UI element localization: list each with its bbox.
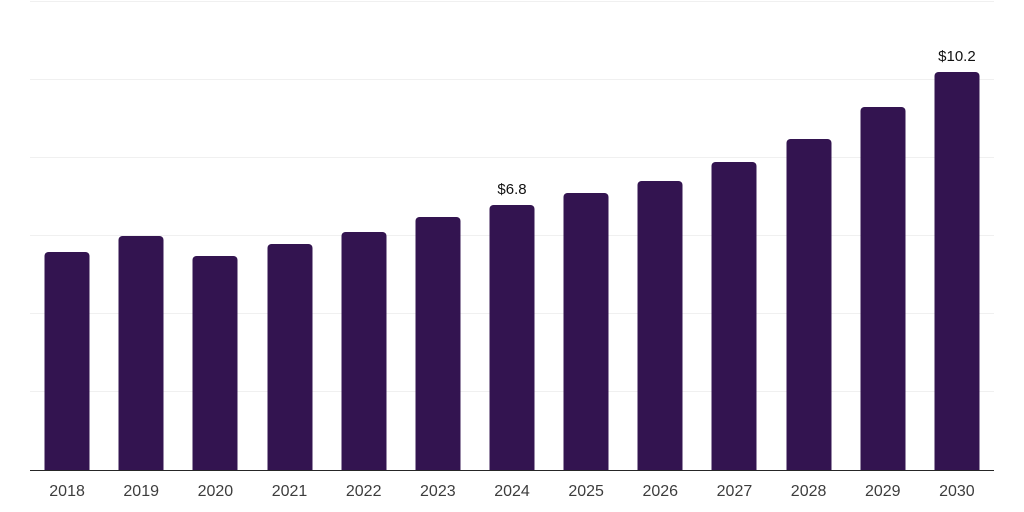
bar-2018 [44,251,90,470]
bar-2030 [934,72,980,470]
plot-area: $6.8 $10.2 [30,1,994,471]
x-axis-label-2026: 2026 [642,483,679,500]
bar-2024 [489,204,535,470]
bar-slot-2030: $10.2 [920,2,994,470]
bar-slot-2022 [327,2,401,470]
bar-slot-2028 [772,2,846,470]
bar-2019 [118,236,164,470]
bar-slot-2023 [401,2,475,470]
bar-slot-2025 [549,2,623,470]
x-axis-label-2027: 2027 [716,483,753,500]
gridline [30,1,994,2]
bar-value-label-2030: $10.2 [938,48,976,66]
x-axis-line [30,470,994,471]
bar-slot-2027 [697,2,771,470]
x-axis-label-2030: 2030 [939,483,975,500]
bar-slot-2026 [623,2,697,470]
x-axis-label-2029: 2029 [864,483,901,500]
bar-2028 [786,138,832,470]
bar-2020 [192,255,238,470]
bar-2022 [341,232,387,470]
bar-2025 [563,193,609,470]
gridline [30,157,994,158]
bar-2021 [267,243,313,470]
bar-slot-2021 [252,2,326,470]
x-axis-label-2022: 2022 [345,483,382,500]
bar-slot-2020 [178,2,252,470]
bar-slot-2018 [30,2,104,470]
x-axis-labels: 2018 2019 2020 2021 2022 2023 2024 2025 2026 2027… [30,482,994,506]
gridline [30,79,994,80]
x-axis-label-2021: 2021 [271,483,308,500]
bar-2029 [860,107,906,470]
x-axis-label-2023: 2023 [420,483,456,500]
x-axis-label-2020: 2020 [197,483,234,500]
x-axis-label-2025: 2025 [568,483,604,500]
bar-slot-2024: $6.8 [475,2,549,470]
bar-2027 [711,161,757,470]
x-axis-label-2028: 2028 [790,483,827,500]
x-axis-label-2018: 2018 [49,483,85,500]
x-axis-label-2019: 2019 [123,483,159,500]
bar-value-label-2024: $6.8 [497,180,527,198]
bar-slot-2019 [104,2,178,470]
bar-2026 [637,181,683,470]
bar-slot-2029 [846,2,920,470]
bar-2023 [415,216,461,470]
x-axis-label-2024: 2024 [494,483,530,500]
